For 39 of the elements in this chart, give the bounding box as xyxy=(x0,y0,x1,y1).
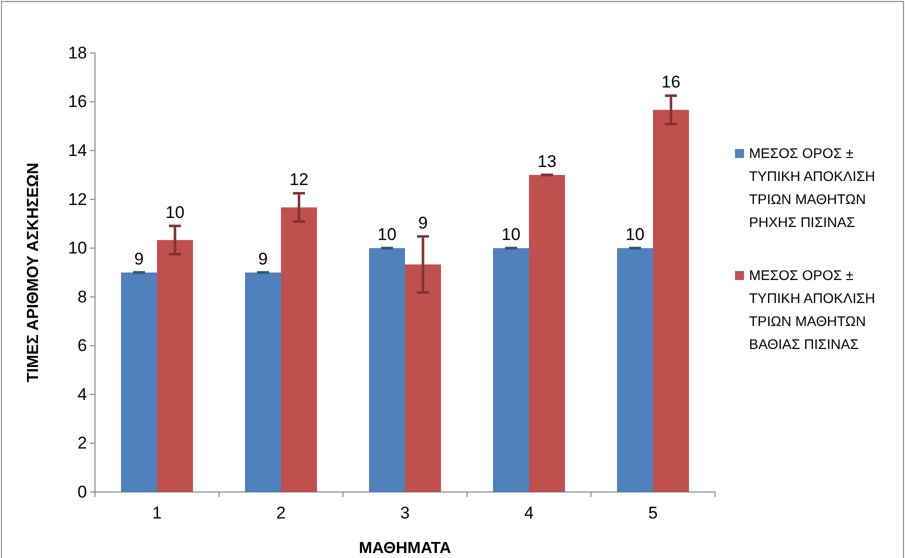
data-label: 10 xyxy=(502,225,520,244)
data-label: 10 xyxy=(626,225,644,244)
x-tick-label: 4 xyxy=(524,504,534,523)
legend-label: ΜΕΣΟΣ ΟΡΟΣ ± ΤΥΠΙΚΗ ΑΠΟΚΛΙΣΗ ΤΡΙΩΝ ΜΑΘΗΤΩΝ ΒΑΘΙΑΣ ΠΙΣΙΝΑΣ xyxy=(749,267,876,352)
data-label: 16 xyxy=(662,72,680,92)
bar xyxy=(529,174,565,492)
bar xyxy=(493,248,529,492)
y-tick-label: 8 xyxy=(78,287,87,306)
bar xyxy=(281,207,317,492)
y-tick-label: 0 xyxy=(78,482,87,502)
bar xyxy=(121,272,157,492)
data-label: 12 xyxy=(290,170,308,190)
x-tick-label: 5 xyxy=(648,504,658,523)
x-tick-label: 1 xyxy=(152,504,162,523)
x-axis-title: ΜΑΘΗΜΑΤΑ xyxy=(358,540,452,557)
data-label: 9 xyxy=(418,213,428,232)
y-tick-label: 12 xyxy=(68,190,87,209)
data-label: 10 xyxy=(378,225,396,244)
bar xyxy=(405,264,441,492)
bar xyxy=(653,110,689,492)
y-tick-label: 16 xyxy=(68,92,87,112)
legend-label: ΜΕΣΟΣ ΟΡΟΣ ± ΤΥΠΙΚΗ ΑΠΟΚΛΙΣΗ ΤΡΙΩΝ ΜΑΘΗΤΩΝ ΡΗΧΗΣ ΠΙΣΙΝΑΣ xyxy=(749,145,876,230)
bar xyxy=(245,272,281,492)
y-tick-label: 2 xyxy=(78,434,87,453)
data-label: 9 xyxy=(134,250,144,268)
y-tick-label: 14 xyxy=(68,140,87,160)
y-axis-title: ΤΙΜΕΣ ΑΡΙΘΜΟΥ ΑΣΚΗΣΕΩΝ xyxy=(25,162,42,382)
bar xyxy=(157,240,193,492)
bar xyxy=(617,248,653,492)
y-tick-label: 10 xyxy=(68,238,87,258)
x-tick-label: 2 xyxy=(276,504,286,523)
y-tick-label: 6 xyxy=(78,336,87,356)
data-label: 13 xyxy=(538,152,556,171)
y-tick-label: 4 xyxy=(78,384,87,404)
y-tick-label: 18 xyxy=(68,43,87,62)
data-label: 9 xyxy=(258,250,268,268)
x-tick-label: 3 xyxy=(400,504,410,523)
data-label: 10 xyxy=(166,202,184,222)
bar xyxy=(369,248,405,492)
